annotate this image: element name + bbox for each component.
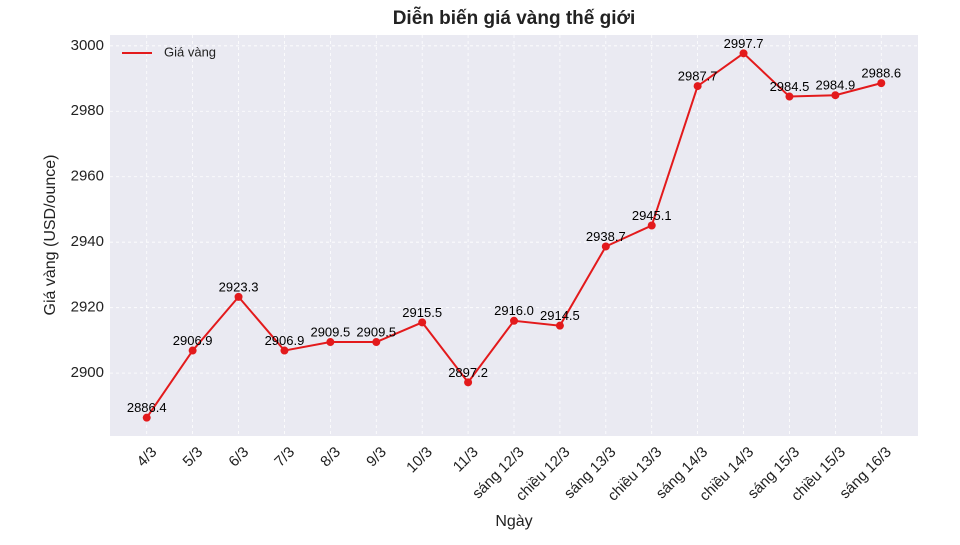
- x-tick-label: 6/3: [225, 444, 252, 471]
- y-tick-label: 3000: [71, 37, 104, 54]
- data-label: 2909.5: [310, 324, 350, 339]
- marker: [280, 346, 289, 355]
- data-label: 2923.3: [219, 279, 259, 294]
- data-label: 2987.7: [678, 69, 718, 84]
- y-tick-label: 2960: [71, 168, 104, 185]
- marker: [326, 338, 335, 347]
- marker: [877, 79, 886, 88]
- data-label: 2945.1: [632, 208, 672, 223]
- data-label: 2938.7: [586, 229, 626, 244]
- x-tick-label: 4/3: [134, 444, 161, 471]
- x-axis-label: Ngày: [495, 513, 532, 530]
- data-label: 2997.7: [724, 36, 764, 51]
- y-tick-label: 2900: [71, 364, 104, 381]
- data-label: 2988.6: [861, 66, 901, 81]
- marker: [693, 82, 702, 91]
- data-label: 2906.9: [173, 333, 213, 348]
- data-label: 2906.9: [265, 333, 305, 348]
- marker: [234, 292, 243, 301]
- marker: [601, 242, 610, 251]
- y-tick-label: 2980: [71, 102, 104, 119]
- marker: [142, 413, 151, 422]
- y-axis-label: Giá vàng (USD/ounce): [42, 155, 59, 316]
- data-label: 2915.5: [402, 305, 442, 320]
- x-tick-label: 8/3: [317, 444, 344, 471]
- x-tick-label: 5/3: [180, 444, 207, 471]
- legend-label: Giá vàng: [164, 44, 216, 59]
- marker: [831, 91, 840, 100]
- x-tick-label: 10/3: [403, 444, 436, 477]
- marker: [510, 316, 518, 325]
- data-label: 2984.9: [815, 78, 855, 93]
- data-label: 2984.5: [770, 79, 810, 94]
- y-tick-label: 2920: [71, 299, 104, 316]
- marker: [372, 338, 381, 347]
- data-label: 2886.4: [127, 400, 167, 415]
- marker: [785, 92, 794, 101]
- data-label: 2914.5: [540, 308, 580, 323]
- marker: [418, 318, 427, 327]
- x-tick-label: 7/3: [271, 444, 298, 471]
- marker: [739, 49, 748, 58]
- marker: [188, 346, 197, 355]
- data-label: 2909.5: [356, 324, 396, 339]
- y-tick-label: 2940: [71, 233, 104, 250]
- data-label: 2897.2: [448, 365, 488, 380]
- data-label: 2916.0: [494, 303, 534, 318]
- chart-title: Diễn biến giá vàng thế giới: [393, 7, 636, 29]
- x-tick-label: 9/3: [363, 444, 390, 471]
- marker: [464, 378, 473, 387]
- marker: [555, 321, 564, 330]
- marker: [647, 221, 656, 230]
- x-tick-label: 11/3: [450, 444, 482, 476]
